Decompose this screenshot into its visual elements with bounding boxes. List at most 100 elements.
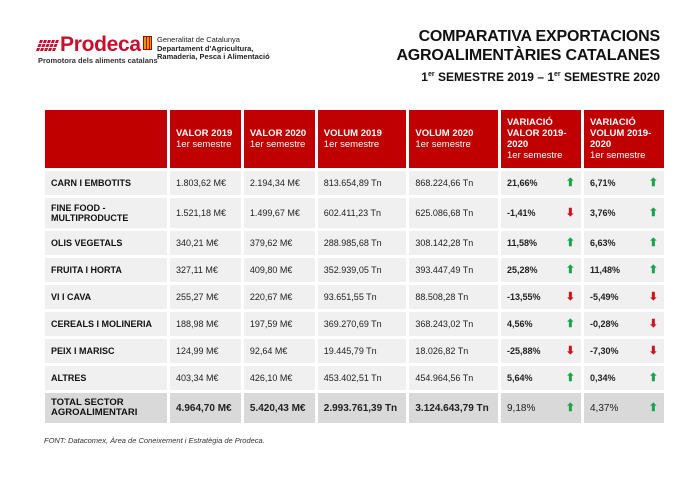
- variacio-volum: 4,37% ⬆: [584, 393, 664, 423]
- table-header: VALOR 2019 1er semestre VALOR 2020 1er seme…: [45, 110, 664, 168]
- valor-2019: 403,34 M€: [170, 366, 241, 390]
- page-title: COMPARATIVA EXPORTACIONS AGROALIMENTÀRIE…: [396, 27, 660, 85]
- row-label: CARN I EMBOTITS: [45, 171, 167, 195]
- volum-2019: 453.402,51 Tn: [317, 366, 407, 390]
- volum-2020: 454.964,56 Tn: [409, 366, 498, 390]
- arrow-up-icon: ⬆: [648, 237, 658, 249]
- arrow-up-icon: ⬆: [648, 372, 658, 384]
- header-main: VARIACIÓ VOLUM 2019-2020: [590, 117, 652, 150]
- volum-2020: 625.086,68 Tn: [409, 198, 498, 228]
- valor-2020: 197,59 M€: [243, 312, 315, 336]
- arrow-up-icon: ⬆: [565, 402, 575, 414]
- prodeca-tagline: Promotora dels aliments catalans: [38, 56, 158, 65]
- variacio-volum: 0,34% ⬆: [584, 366, 664, 390]
- volum-2020: 868.224,66 Tn: [409, 171, 498, 195]
- title-line2: AGROALIMENTÀRIES CATALANES: [396, 47, 660, 64]
- valor-2020: 1.499,67 M€: [243, 198, 315, 228]
- row-label: FRUITA I HORTA: [45, 258, 167, 282]
- column-header: VALOR 2019 1er semestre: [170, 110, 241, 168]
- volum-2019: 602.411,23 Tn: [317, 198, 407, 228]
- valor-2019: 340,21 M€: [170, 231, 241, 255]
- column-header: VALOR 2020 1er semestre: [243, 110, 315, 168]
- variacio-volum: 11,48% ⬆: [584, 258, 664, 282]
- prodeca-logo: Prodeca Promotora dels aliments catalans: [35, 33, 158, 65]
- valor-2019: 188,98 M€: [170, 312, 241, 336]
- volum-2019: 369.270,69 Tn: [317, 312, 407, 336]
- valor-2020: 92,64 M€: [243, 339, 315, 363]
- valor-2020: 2.194,34 M€: [243, 171, 315, 195]
- valor-2020: 409,80 M€: [243, 258, 315, 282]
- header-sub: 1er semestre: [415, 139, 471, 150]
- table-row: ALTRES 403,34 M€ 426,10 M€ 453.402,51 Tn…: [45, 366, 664, 390]
- volum-2020: 3.124.643,79 Tn: [409, 393, 498, 423]
- header-sub: 1er semestre: [323, 139, 380, 150]
- variacio-valor: -1,41% ⬇: [501, 198, 581, 228]
- source-note: FONT: Datacomex, Àrea de Coneixement i E…: [44, 436, 265, 445]
- generalitat-logo: Generalitat de Catalunya Departament d'Ag…: [143, 35, 270, 62]
- header-main: VARIACIÓ VALOR 2019-2020: [507, 117, 567, 150]
- senyera-icon: [143, 36, 152, 50]
- arrow-up-icon: ⬆: [565, 372, 575, 384]
- prodeca-dots-icon: [35, 39, 60, 51]
- row-label: TOTAL SECTOR AGROALIMENTARI: [45, 393, 167, 423]
- variacio-valor: 11,58% ⬆: [501, 231, 581, 255]
- row-label: CEREALS I MOLINERIA: [45, 312, 167, 336]
- variacio-valor: 4,56% ⬆: [501, 312, 581, 336]
- valor-2020: 220,67 M€: [243, 285, 315, 309]
- variacio-volum: -5,49% ⬇: [584, 285, 664, 309]
- valor-2019: 1.521,18 M€: [170, 198, 241, 228]
- column-header: VOLUM 2019 1er semestre: [317, 110, 407, 168]
- variacio-volum: 6,71% ⬆: [584, 171, 664, 195]
- arrow-up-icon: ⬆: [648, 177, 658, 189]
- variacio-volum: 6,63% ⬆: [584, 231, 664, 255]
- variacio-volum: -0,28% ⬇: [584, 312, 664, 336]
- variacio-valor: 21,66% ⬆: [501, 171, 581, 195]
- volum-2019: 813.654,89 Tn: [317, 171, 407, 195]
- arrow-down-icon: ⬇: [565, 207, 575, 219]
- gen-line3: Ramaderia, Pesca i Alimentació: [157, 52, 270, 61]
- valor-2019: 124,99 M€: [170, 339, 241, 363]
- variacio-valor: 5,64% ⬆: [501, 366, 581, 390]
- column-header: VARIACIÓ VALOR 2019-2020 1er semestre: [501, 110, 581, 168]
- valor-2019: 1.803,62 M€: [170, 171, 241, 195]
- valor-2020: 5.420,43 M€: [243, 393, 315, 423]
- arrow-down-icon: ⬇: [648, 345, 658, 357]
- volum-2020: 368.243,02 Tn: [409, 312, 498, 336]
- header-sub: 1er semestre: [507, 150, 563, 161]
- header-sub: 1er semestre: [590, 150, 646, 161]
- prodeca-name: Prodeca: [60, 33, 141, 56]
- title-line3: 1er SEMESTRE 2019 – 1er SEMESTRE 2020: [421, 70, 660, 84]
- row-label: PEIX I MARISC: [45, 339, 167, 363]
- valor-2019: 4.964,70 M€: [170, 393, 241, 423]
- variacio-valor: -13,55% ⬇: [501, 285, 581, 309]
- header-main: VOLUM 2019: [323, 128, 382, 139]
- column-header: VARIACIÓ VOLUM 2019-2020 1er semestre: [584, 110, 664, 168]
- header-empty: [45, 110, 167, 168]
- table-row: VI I CAVA 255,27 M€ 220,67 M€ 93.651,55 …: [45, 285, 664, 309]
- valor-2019: 327,11 M€: [170, 258, 241, 282]
- variacio-valor: 9,18% ⬆: [501, 393, 581, 423]
- row-label: FINE FOOD - MULTIPRODUCTE: [45, 198, 167, 228]
- arrow-down-icon: ⬇: [565, 291, 575, 303]
- arrow-up-icon: ⬆: [565, 237, 575, 249]
- table-row: FINE FOOD - MULTIPRODUCTE 1.521,18 M€ 1.…: [45, 198, 664, 228]
- arrow-up-icon: ⬆: [565, 318, 575, 330]
- table-row: CARN I EMBOTITS 1.803,62 M€ 2.194,34 M€ …: [45, 171, 664, 195]
- gen-line1: Generalitat de Catalunya: [157, 35, 240, 44]
- column-header: VOLUM 2020 1er semestre: [409, 110, 498, 168]
- table-row: OLIS VEGETALS 340,21 M€ 379,62 M€ 288.98…: [45, 231, 664, 255]
- volum-2019: 19.445,79 Tn: [317, 339, 407, 363]
- table-row: PEIX I MARISC 124,99 M€ 92,64 M€ 19.445,…: [45, 339, 664, 363]
- arrow-down-icon: ⬇: [648, 318, 658, 330]
- valor-2019: 255,27 M€: [170, 285, 241, 309]
- variacio-volum: -7,30% ⬇: [584, 339, 664, 363]
- volum-2019: 288.985,68 Tn: [317, 231, 407, 255]
- valor-2020: 379,62 M€: [243, 231, 315, 255]
- header-sub: 1er semestre: [249, 139, 306, 150]
- exports-table: VALOR 2019 1er semestre VALOR 2020 1er seme…: [42, 107, 667, 426]
- volum-2020: 88.508,28 Tn: [409, 285, 498, 309]
- arrow-up-icon: ⬆: [565, 177, 575, 189]
- row-label: VI I CAVA: [45, 285, 167, 309]
- arrow-up-icon: ⬆: [648, 402, 658, 414]
- arrow-up-icon: ⬆: [648, 264, 658, 276]
